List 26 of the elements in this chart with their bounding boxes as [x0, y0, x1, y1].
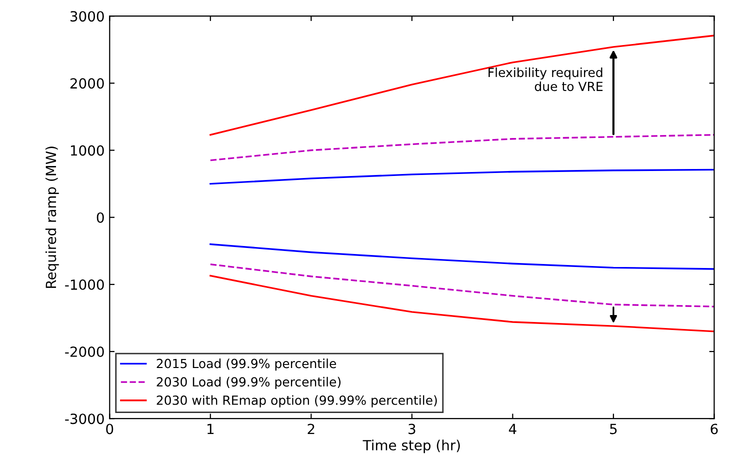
line-series	[210, 134, 714, 162]
line-series	[210, 34, 714, 136]
x-tick-label: 1	[208, 424, 214, 434]
line-series	[210, 243, 714, 270]
line-series	[210, 263, 714, 308]
y-tick-label: -1000	[65, 279, 104, 290]
line-series	[210, 168, 714, 185]
y-tick-label: -2000	[65, 346, 104, 357]
x-tick-label: 2	[308, 424, 314, 434]
legend-label: 2030 Load (99.9% percentile)	[156, 376, 341, 389]
line-series	[210, 274, 714, 332]
y-tick-label: 1000	[70, 145, 104, 156]
legend-label: 2015 Load (99.9% percentile	[156, 358, 336, 371]
y-tick-label: 0	[96, 212, 104, 223]
annotation: Flexibility required due to VRE	[488, 67, 603, 92]
y-tick-label: -3000	[65, 414, 104, 424]
x-tick-label: 3	[408, 424, 416, 434]
y-axis-title: Required ramp (MW)	[45, 146, 59, 288]
y-tick-label: 3000	[70, 11, 104, 22]
legend-label: 2030 with REmap option (99.99% percentile)	[156, 395, 437, 408]
x-tick-label: 0	[106, 424, 114, 434]
x-axis-title: Time step (hr)	[362, 440, 460, 454]
x-tick-label: 4	[508, 424, 516, 434]
x-tick-label: 5	[610, 424, 617, 434]
x-tick-label: 6	[710, 424, 718, 434]
y-tick-label: 2000	[70, 78, 104, 89]
